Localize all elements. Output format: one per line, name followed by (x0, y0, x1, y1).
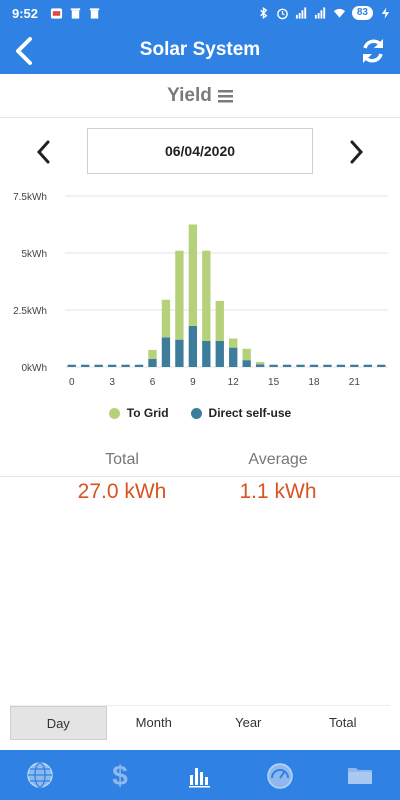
trash-notification-icon-2 (89, 8, 100, 19)
tab-year[interactable]: Year (235, 715, 262, 730)
bar-to-grid (242, 348, 251, 361)
stats-labels: Total Average (0, 451, 400, 477)
trash-notification-icon (70, 8, 81, 19)
bar-direct-self-use (107, 364, 117, 367)
bar-direct-self-use (323, 364, 332, 367)
back-icon[interactable] (10, 36, 40, 66)
bluetooth-icon (260, 7, 268, 19)
bar-direct-self-use (134, 364, 144, 367)
yield-label: Yield (167, 85, 212, 106)
bar-direct-self-use (296, 364, 305, 367)
date-picker[interactable]: 06/04/2020 (87, 128, 313, 174)
yield-selector[interactable]: Yield (0, 74, 400, 118)
chart-legend: To Grid Direct self-use (0, 406, 400, 420)
total-value: 27.0 kWh (77, 480, 167, 503)
tab-month[interactable]: Month (135, 715, 172, 730)
bar-to-grid (188, 224, 198, 326)
nav-files[interactable] (340, 755, 380, 795)
x-tick-label: 15 (268, 377, 280, 388)
bar-direct-self-use (121, 364, 130, 367)
x-tick-label: 21 (349, 377, 361, 388)
bar-direct-self-use (269, 364, 278, 367)
x-tick-label: 12 (228, 377, 240, 388)
globe-icon (27, 762, 53, 788)
x-tick-label: 6 (150, 377, 156, 388)
legend-to-grid[interactable]: To Grid (108, 406, 169, 420)
y-tick-label: 2.5kWh (13, 306, 47, 317)
x-tick-label: 18 (308, 377, 320, 388)
nav-revenue[interactable]: $ (100, 755, 140, 795)
total-label: Total (105, 451, 139, 468)
wifi-icon (333, 8, 345, 18)
legend-self-use-label: Direct self-use (208, 406, 292, 420)
bar-direct-self-use (309, 364, 319, 367)
refresh-icon[interactable] (358, 36, 388, 66)
bar-direct-self-use (242, 360, 251, 367)
menu-icon (217, 89, 233, 102)
app-title: Solar System (139, 39, 261, 60)
status-bar: 9:52 83 (0, 0, 400, 28)
bar-to-grid (202, 250, 211, 341)
legend-to-grid-label: To Grid (126, 406, 169, 420)
bar-direct-self-use (229, 347, 238, 367)
bar-chart-icon (189, 768, 210, 788)
nav-globe[interactable] (20, 755, 60, 795)
y-tick-label: 5kWh (21, 249, 47, 260)
bar-direct-self-use (175, 339, 184, 367)
self-use-swatch (190, 407, 202, 419)
bar-to-grid (229, 338, 238, 348)
bar-direct-self-use (67, 364, 76, 367)
bar-to-grid (255, 361, 265, 365)
bar-direct-self-use (188, 325, 198, 367)
nav-yield[interactable] (180, 755, 220, 795)
next-date-icon[interactable] (344, 139, 368, 165)
battery-level: 83 (351, 6, 373, 20)
bar-direct-self-use (81, 364, 90, 367)
average-label: Average (248, 451, 308, 468)
average-value: 1.1 kWh (239, 480, 317, 503)
bar-direct-self-use (255, 364, 265, 367)
bar-direct-self-use (94, 364, 103, 367)
tab-total[interactable]: Total (329, 715, 357, 730)
app-bar: Solar System (0, 28, 400, 74)
previous-date-icon[interactable] (32, 139, 56, 165)
gauge-icon (267, 763, 293, 789)
svg-text:$: $ (112, 760, 128, 790)
bar-direct-self-use (161, 337, 171, 367)
y-tick-label: 0kWh (21, 363, 47, 374)
to-grid-swatch (108, 407, 120, 419)
bar-to-grid (215, 300, 224, 341)
bar-direct-self-use (148, 359, 157, 367)
bar-direct-self-use (215, 340, 224, 367)
bottom-nav: $ (0, 750, 400, 800)
bar-direct-self-use (363, 364, 372, 367)
yield-chart: 0kWh 2.5kWh 5kWh 7.5kWh 0 3 6 9 12 15 18 21 (13, 192, 388, 388)
x-tick-label: 3 (109, 377, 115, 388)
bar-to-grid (161, 299, 171, 338)
bar-direct-self-use (336, 364, 346, 367)
x-tick-label: 0 (69, 377, 75, 388)
legend-self-use[interactable]: Direct self-use (190, 406, 292, 420)
folder-icon (348, 768, 372, 784)
y-tick-label: 7.5kWh (13, 192, 47, 203)
nav-gauge[interactable] (260, 755, 300, 795)
alarm-icon (277, 8, 288, 20)
signal-icon (295, 7, 307, 19)
x-tick-label: 9 (190, 377, 196, 388)
charging-icon (381, 7, 390, 19)
dollar-icon: $ (112, 760, 128, 790)
period-tabs: Day Month Year Total (10, 705, 390, 740)
bar-direct-self-use (282, 364, 292, 367)
signal-icon-2 (314, 7, 326, 19)
bar-to-grid (175, 250, 184, 340)
tab-day[interactable]: Day (10, 706, 107, 740)
calendar-notification-icon (50, 8, 63, 19)
status-time: 9:52 (12, 6, 39, 21)
bar-direct-self-use (350, 364, 359, 367)
bar-to-grid (148, 349, 157, 360)
bar-direct-self-use (202, 340, 211, 367)
bar-direct-self-use (377, 364, 386, 367)
